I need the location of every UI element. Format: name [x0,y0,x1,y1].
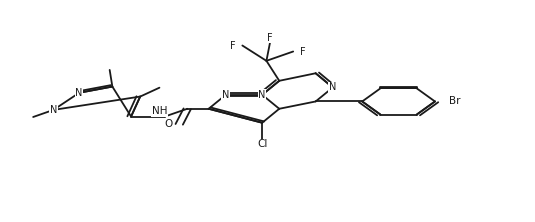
Text: N: N [222,90,230,100]
Text: O: O [164,119,173,129]
Text: F: F [230,40,235,51]
Text: N: N [329,82,337,93]
Text: NH: NH [152,106,167,116]
Text: Cl: Cl [257,139,268,149]
Text: F: F [300,46,305,57]
Text: F: F [268,33,273,43]
Text: N: N [50,105,57,115]
Text: N: N [75,88,83,98]
Text: N: N [258,90,266,100]
Text: Br: Br [449,96,461,107]
